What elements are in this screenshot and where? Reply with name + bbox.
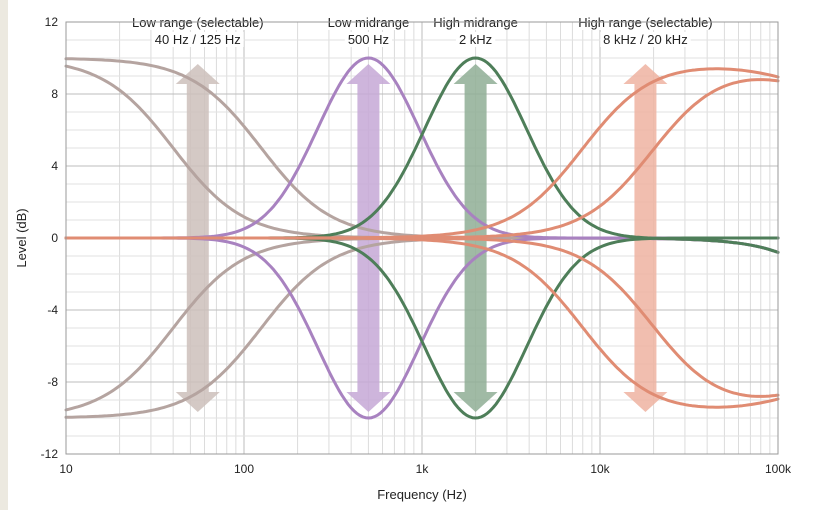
axes: 10 100 1k 10k 100k 12 8 4 0 -4 -8 -12 Frequency (Hz)… [14, 15, 792, 502]
x-tick-label: 10 [59, 462, 73, 476]
y-tick-label: -4 [47, 303, 58, 317]
x-tick-label: 100k [765, 462, 792, 476]
plot-border [65, 21, 779, 455]
band-label-background [151, 32, 244, 47]
y-tick-label: 8 [51, 87, 58, 101]
y-tick-label: -8 [47, 375, 58, 389]
band-label-lowmid-line2: 500 Hz [348, 32, 389, 47]
band-label-highmid-line2: 2 kHz [459, 32, 492, 47]
band-label-background [600, 32, 691, 47]
x-axis-title: Frequency (Hz) [377, 487, 467, 502]
response-curve-high [64, 236, 780, 398]
x-tick-label: 1k [416, 462, 430, 476]
y-tick-label: 12 [45, 15, 59, 29]
y-tick-label: 4 [51, 159, 58, 173]
band-label-high-line2: 8 kHz / 20 kHz [603, 32, 688, 47]
band-label-background [455, 32, 496, 47]
y-axis-title: Level (dB) [14, 208, 29, 267]
left-border-strip [0, 0, 8, 510]
band-label-low-line2: 40 Hz / 125 Hz [155, 32, 241, 47]
x-tick-label: 10k [590, 462, 610, 476]
y-tick-label: 0 [51, 231, 58, 245]
y-tick-label: -12 [41, 447, 59, 461]
response-curves [64, 56, 780, 420]
band-label-background [344, 32, 393, 47]
x-tick-label: 100 [234, 462, 254, 476]
